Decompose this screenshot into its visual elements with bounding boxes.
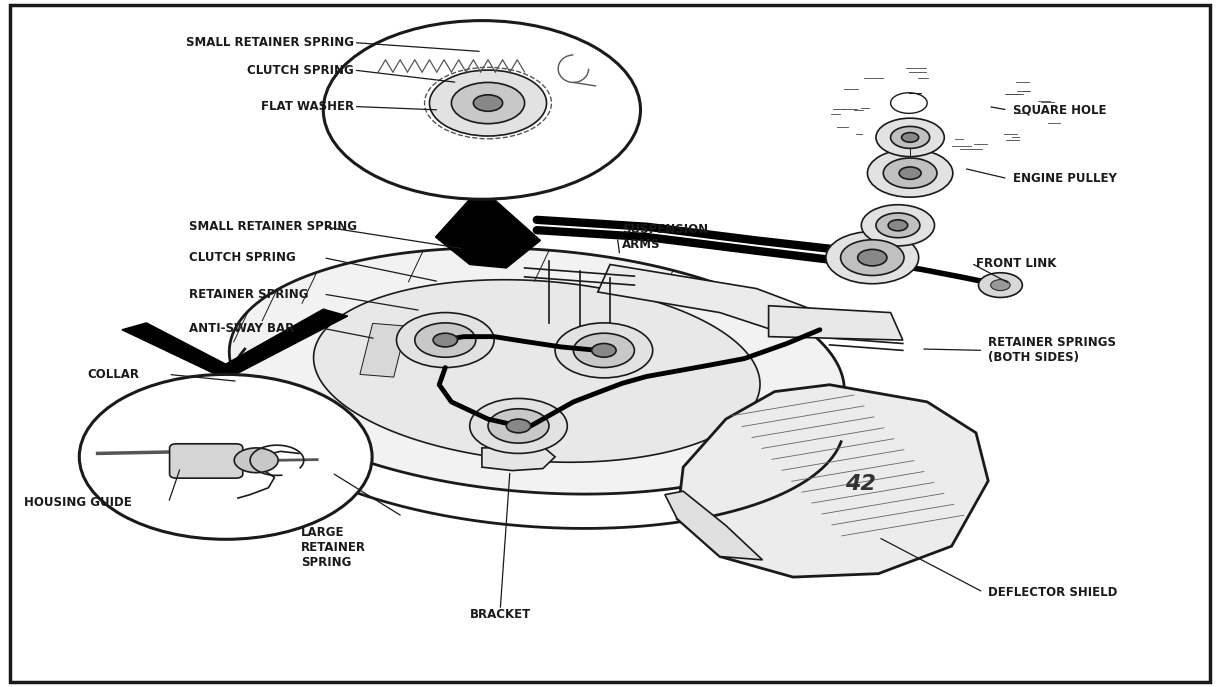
FancyBboxPatch shape bbox=[170, 444, 243, 478]
Wedge shape bbox=[132, 374, 320, 457]
Circle shape bbox=[991, 280, 1010, 291]
Circle shape bbox=[429, 70, 547, 136]
Circle shape bbox=[470, 398, 567, 453]
Circle shape bbox=[876, 213, 920, 238]
Text: SMALL RETAINER SPRING: SMALL RETAINER SPRING bbox=[189, 221, 357, 233]
Text: HOUSING GUIDE: HOUSING GUIDE bbox=[24, 497, 132, 509]
Circle shape bbox=[415, 323, 476, 357]
Circle shape bbox=[234, 448, 278, 473]
Circle shape bbox=[573, 333, 634, 368]
Circle shape bbox=[433, 333, 458, 347]
Text: FRONT LINK: FRONT LINK bbox=[976, 257, 1057, 269]
Circle shape bbox=[506, 419, 531, 433]
Circle shape bbox=[899, 167, 921, 179]
Circle shape bbox=[396, 313, 494, 368]
Text: SQUARE HOLE: SQUARE HOLE bbox=[1013, 104, 1107, 116]
Text: RETAINER SPRING: RETAINER SPRING bbox=[189, 288, 309, 300]
Text: 42: 42 bbox=[844, 474, 876, 495]
Circle shape bbox=[826, 232, 919, 284]
Bar bbox=[360, 324, 406, 377]
Circle shape bbox=[891, 126, 930, 148]
Text: SUSPENSION
ARMS: SUSPENSION ARMS bbox=[622, 223, 709, 251]
Text: CLUTCH SPRING: CLUTCH SPRING bbox=[189, 251, 296, 264]
Circle shape bbox=[841, 240, 904, 275]
Wedge shape bbox=[379, 110, 584, 199]
Polygon shape bbox=[122, 309, 348, 374]
Circle shape bbox=[555, 323, 653, 378]
Text: ENGINE PULLEY: ENGINE PULLEY bbox=[1013, 172, 1116, 185]
Circle shape bbox=[867, 149, 953, 197]
Polygon shape bbox=[229, 248, 844, 494]
Text: SMALL RETAINER SPRING: SMALL RETAINER SPRING bbox=[185, 36, 354, 49]
Circle shape bbox=[978, 273, 1022, 297]
Text: COLLAR: COLLAR bbox=[88, 368, 140, 381]
Polygon shape bbox=[769, 306, 903, 340]
Circle shape bbox=[858, 249, 887, 266]
Circle shape bbox=[861, 205, 935, 246]
Circle shape bbox=[876, 118, 944, 157]
Polygon shape bbox=[482, 447, 555, 471]
Text: ANTI-SWAY BAR: ANTI-SWAY BAR bbox=[189, 322, 294, 335]
Circle shape bbox=[79, 374, 372, 539]
Text: DEFLECTOR SHIELD: DEFLECTOR SHIELD bbox=[988, 586, 1118, 598]
Text: LARGE
RETAINER
SPRING: LARGE RETAINER SPRING bbox=[301, 526, 366, 569]
Text: CLUTCH SPRING: CLUTCH SPRING bbox=[246, 64, 354, 76]
Circle shape bbox=[888, 220, 908, 231]
Circle shape bbox=[592, 344, 616, 357]
Polygon shape bbox=[677, 385, 988, 577]
Text: RETAINER SPRINGS
(BOTH SIDES): RETAINER SPRINGS (BOTH SIDES) bbox=[988, 337, 1116, 364]
Polygon shape bbox=[314, 280, 760, 462]
Polygon shape bbox=[598, 264, 830, 337]
Circle shape bbox=[883, 158, 937, 188]
Circle shape bbox=[323, 21, 640, 199]
Text: BRACKET: BRACKET bbox=[470, 609, 531, 621]
Text: FLAT WASHER: FLAT WASHER bbox=[261, 100, 354, 113]
Polygon shape bbox=[665, 491, 762, 560]
Circle shape bbox=[902, 133, 919, 142]
Circle shape bbox=[488, 409, 549, 443]
Polygon shape bbox=[436, 199, 540, 268]
Circle shape bbox=[473, 95, 503, 111]
Circle shape bbox=[451, 82, 525, 124]
